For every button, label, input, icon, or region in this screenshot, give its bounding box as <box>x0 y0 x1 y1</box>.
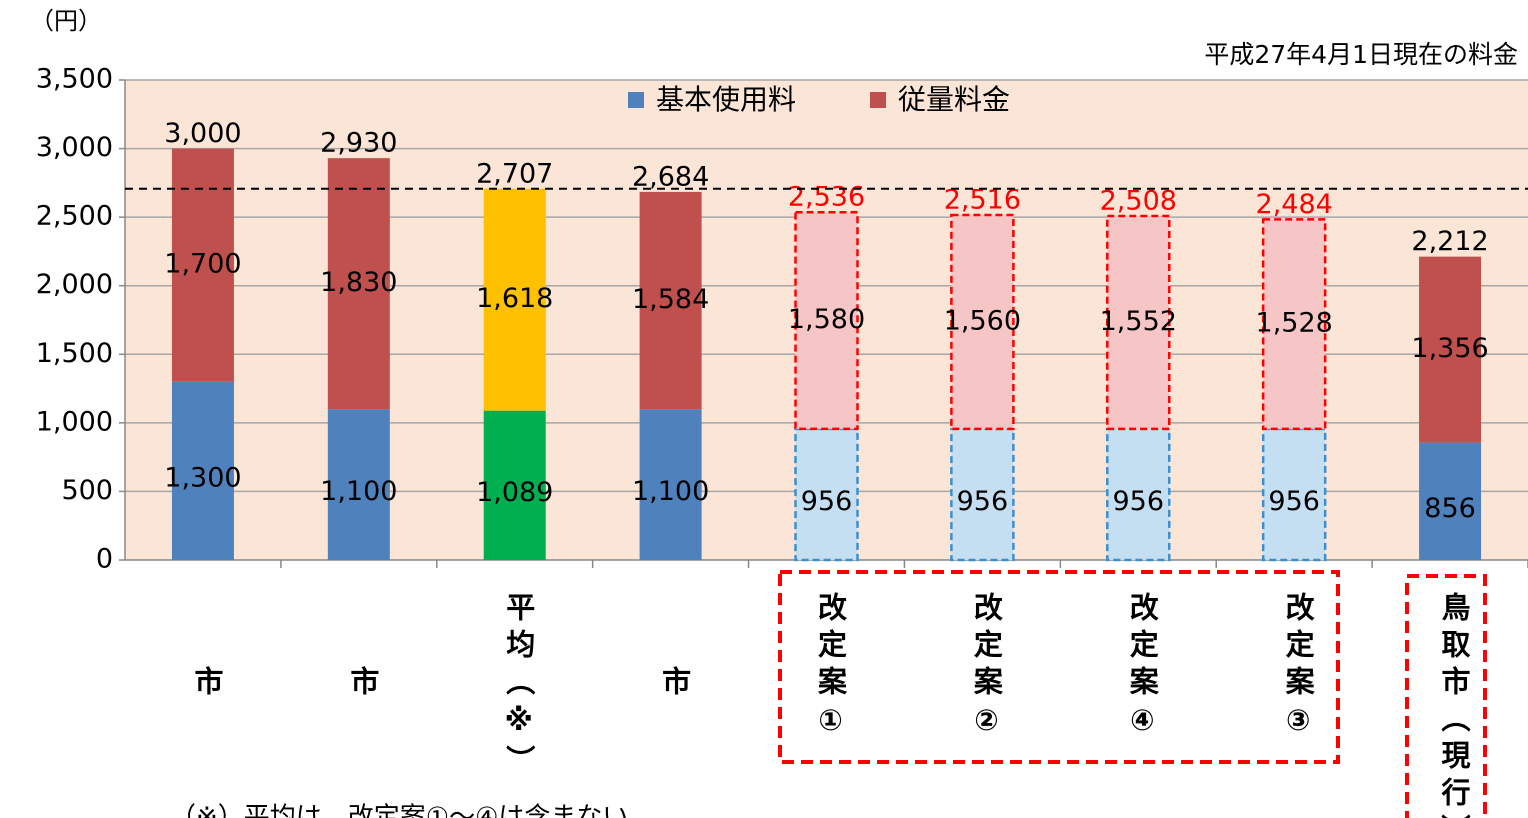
bar-segment <box>1106 214 1171 431</box>
total-label: 2,930 <box>320 128 397 159</box>
legend-label: 基本使用料 <box>656 83 796 116</box>
x-tick-label: 改定案② <box>969 592 1003 745</box>
annotation: 平成27年4月1日現在の料金 <box>1204 40 1518 69</box>
bar-segment <box>1106 427 1171 562</box>
value-label: 1,300 <box>164 462 241 493</box>
bar-segment <box>171 148 234 382</box>
legend-label: 従量料金 <box>898 83 1010 116</box>
highlight-box <box>778 570 1340 764</box>
value-label: 956 <box>957 486 1009 517</box>
value-label: 856 <box>1424 493 1476 524</box>
value-label: 1,560 <box>944 305 1021 336</box>
bar-segment <box>483 188 546 411</box>
value-label: 1,830 <box>320 267 397 298</box>
y-tick-label: 0 <box>96 544 113 575</box>
x-tick-label: 平均（※） <box>502 592 536 782</box>
value-label: 956 <box>801 486 853 517</box>
value-label: 1,552 <box>1100 306 1177 337</box>
footnote: （※）平均は、改定案①～④は含まない <box>170 803 628 818</box>
value-label: 956 <box>1113 486 1165 517</box>
total-label: 2,684 <box>632 161 709 192</box>
bar-segment <box>1261 218 1327 431</box>
value-label: 1,089 <box>476 477 553 508</box>
x-tick-label: 改定案③ <box>1281 592 1315 745</box>
value-label: 1,580 <box>788 304 865 335</box>
x-tick-label: 市 <box>190 665 224 703</box>
bar-segment <box>794 210 859 431</box>
total-label: 2,484 <box>1256 189 1333 220</box>
value-label: 1,700 <box>164 249 241 280</box>
bar-segment <box>1419 442 1482 560</box>
legend-swatch <box>870 92 886 108</box>
value-label: 1,100 <box>320 476 397 507</box>
bar-segment <box>639 409 702 560</box>
bar-segment <box>483 410 546 560</box>
x-tick-label: 改定案① <box>814 592 848 745</box>
bar-segment <box>327 409 390 560</box>
total-label: 2,707 <box>476 158 553 189</box>
value-label: 1,100 <box>632 476 709 507</box>
y-tick-label: 2,500 <box>36 201 113 232</box>
value-label: 956 <box>1268 486 1320 517</box>
total-label: 2,536 <box>788 182 865 213</box>
unit-label: （円） <box>30 7 102 35</box>
x-tick-label: 改定案④ <box>1125 592 1159 745</box>
y-tick-label: 500 <box>61 475 113 506</box>
bar-segment <box>171 381 234 560</box>
value-label: 1,356 <box>1411 333 1488 364</box>
bar-segment <box>794 427 859 562</box>
x-tick-label: 市 <box>346 665 380 703</box>
bar-segment <box>950 213 1015 431</box>
bar-segment <box>950 427 1015 562</box>
x-tick-label: 鳥取市（現行） <box>1437 591 1472 818</box>
y-tick-label: 1,500 <box>36 338 113 369</box>
value-label: 1,584 <box>632 284 709 315</box>
bar-segment <box>639 191 702 410</box>
value-label: 1,618 <box>476 283 553 314</box>
y-tick-label: 2,000 <box>36 269 113 300</box>
total-label: 2,212 <box>1411 226 1488 257</box>
value-label: 1,528 <box>1256 308 1333 339</box>
y-tick-label: 3,000 <box>36 132 113 163</box>
highlight-box <box>1405 574 1487 818</box>
bar-segment <box>1261 427 1327 562</box>
bar-segment <box>1419 256 1482 443</box>
total-label: 2,508 <box>1100 186 1177 217</box>
bar-segment <box>327 158 390 410</box>
y-tick-label: 3,500 <box>36 64 113 95</box>
legend-swatch <box>628 92 644 108</box>
x-tick-label: 市 <box>658 665 692 703</box>
y-tick-label: 1,000 <box>36 406 113 437</box>
total-label: 3,000 <box>164 118 241 149</box>
